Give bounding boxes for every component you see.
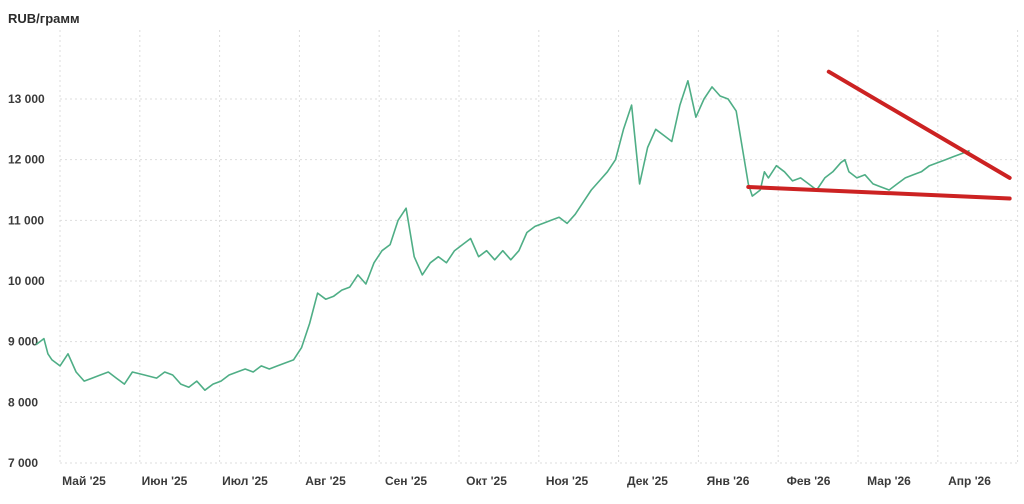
y-tick-label: 12 000: [8, 153, 45, 167]
y-tick-label: 7 000: [8, 456, 38, 470]
x-tick-label: Дек '25: [627, 474, 668, 488]
y-tick-label: 8 000: [8, 395, 38, 409]
x-tick-label: Мар '26: [867, 474, 911, 488]
y-tick-label: 13 000: [8, 92, 45, 106]
x-tick-label: Сен '25: [385, 474, 427, 488]
price-series-line: [35, 80, 970, 392]
y-axis-unit-label: RUB/грамм: [8, 11, 80, 26]
y-tick-label: 10 000: [8, 274, 45, 288]
trendline-annotation: [746, 184, 1012, 201]
x-tick-label: Авг '25: [305, 474, 346, 488]
x-tick-label: Май '25: [62, 474, 106, 488]
x-tick-label: Апр '26: [948, 474, 991, 488]
x-tick-label: Фев '26: [787, 474, 831, 488]
x-tick-label: Окт '25: [466, 474, 507, 488]
x-tick-label: Июн '25: [142, 474, 188, 488]
y-tick-label: 9 000: [8, 335, 38, 349]
trendline-annotation: [826, 69, 1012, 180]
x-tick-label: Ноя '25: [546, 474, 589, 488]
y-tick-label: 11 000: [8, 213, 44, 227]
x-tick-label: Июл '25: [222, 474, 268, 488]
x-tick-label: Янв '26: [707, 474, 750, 488]
